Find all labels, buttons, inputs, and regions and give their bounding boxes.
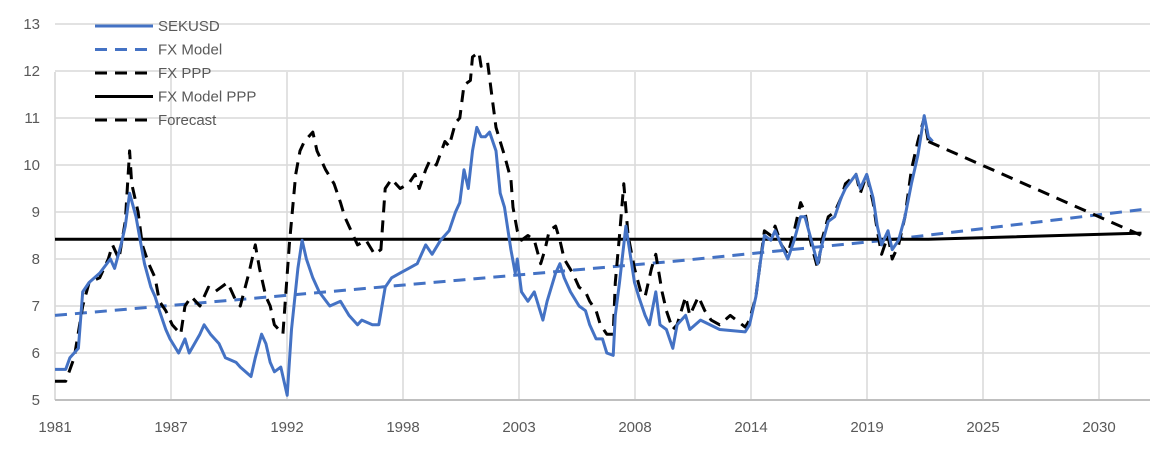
y-tick-label: 6 xyxy=(32,345,40,362)
x-tick-label: 2025 xyxy=(966,419,999,436)
x-tick-label: 1998 xyxy=(386,419,419,436)
y-tick-label: 10 xyxy=(23,157,40,174)
x-tick-label: 2008 xyxy=(618,419,651,436)
x-tick-label: 1992 xyxy=(270,419,303,436)
legend-label: FX Model xyxy=(158,42,222,59)
y-tick-label: 11 xyxy=(24,110,40,127)
series-group xyxy=(54,50,1143,397)
series-line-sekusd xyxy=(55,114,934,397)
x-tick-label: 1987 xyxy=(154,419,187,436)
legend-label: Forecast xyxy=(158,112,217,129)
y-tick-label: 12 xyxy=(23,63,40,80)
x-axis-ticks: 1981 1987 1992 1998 2003 2008 2014 2019 2025 2030 xyxy=(38,419,1115,436)
y-tick-label: 8 xyxy=(32,251,40,268)
series-line-fx-model xyxy=(54,208,1142,317)
y-axis-ticks: 5 6 7 8 9 10 11 12 13 xyxy=(23,16,40,409)
y-tick-label: 7 xyxy=(32,298,40,315)
x-tick-label: 1981 xyxy=(38,419,71,436)
y-tick-label: 5 xyxy=(32,392,40,409)
series-line-fx-model-ppp xyxy=(55,231,1142,241)
y-tick-label: 13 xyxy=(23,16,40,33)
x-tick-label: 2003 xyxy=(502,419,535,436)
legend-label: FX PPP xyxy=(158,65,211,82)
legend-label: FX Model PPP xyxy=(158,89,256,106)
x-tick-label: 2014 xyxy=(734,419,767,436)
x-tick-label: 2019 xyxy=(850,419,883,436)
gridlines xyxy=(54,23,1150,401)
legend: SEKUSD FX Model FX PPP FX Model PPP Forecast xyxy=(95,18,256,129)
y-tick-label: 9 xyxy=(32,204,40,221)
legend-label: SEKUSD xyxy=(158,18,220,35)
x-tick-label: 2030 xyxy=(1082,419,1115,436)
